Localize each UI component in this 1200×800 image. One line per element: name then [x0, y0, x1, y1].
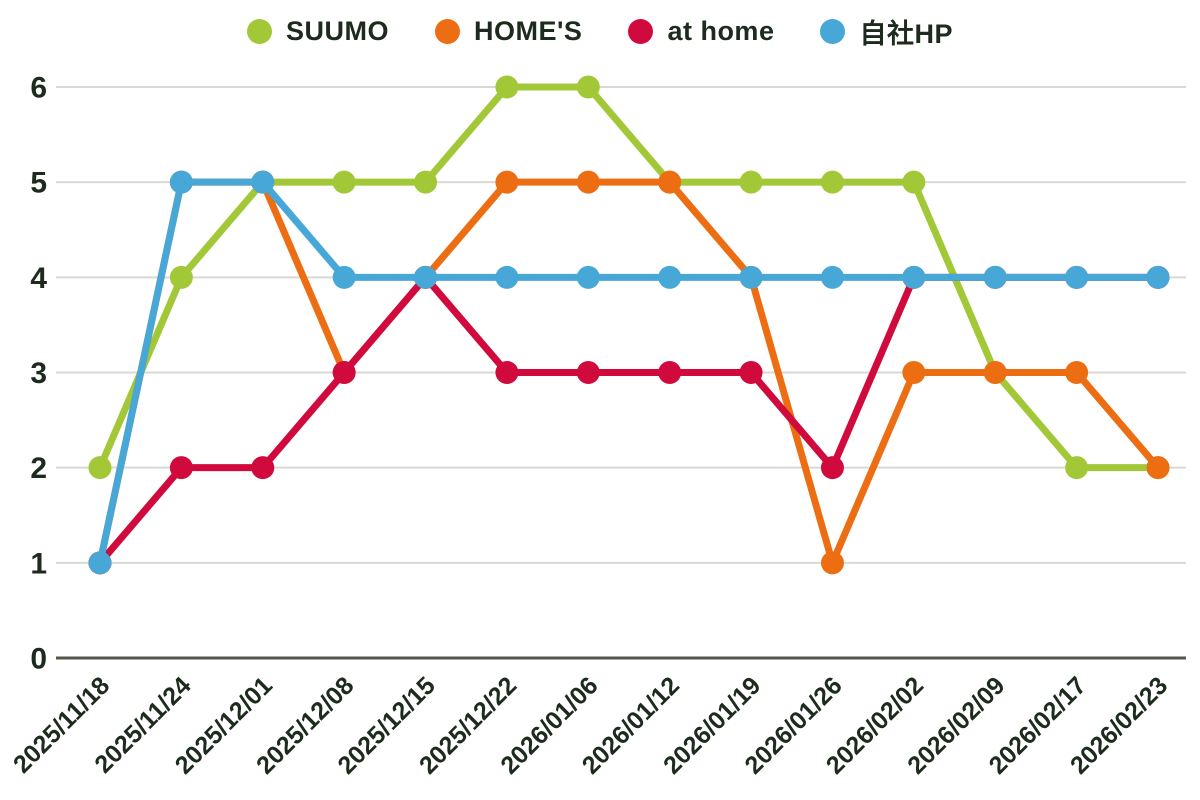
data-point — [88, 551, 112, 575]
legend-item-homes[interactable]: HOME'S — [435, 16, 582, 47]
legend-item-jisha-hp[interactable]: 自社HP — [820, 12, 953, 51]
data-point — [332, 170, 356, 194]
data-point — [902, 360, 926, 384]
data-point — [332, 360, 356, 384]
y-tick-label: 5 — [30, 167, 47, 200]
y-tick-label: 4 — [30, 262, 47, 295]
data-point — [820, 456, 844, 480]
data-point — [251, 456, 275, 480]
data-point — [902, 170, 926, 194]
legend-dot-at-home-icon — [628, 19, 654, 44]
chart-legend: SUUMO HOME'S at home 自社HP — [0, 12, 1200, 51]
data-point — [739, 265, 763, 289]
data-point — [1065, 265, 1089, 289]
legend-label-at-home: at home — [667, 16, 775, 46]
legend-item-at-home[interactable]: at home — [628, 16, 774, 47]
data-point — [576, 170, 600, 194]
data-point — [739, 360, 763, 384]
data-point — [88, 456, 112, 480]
data-point — [169, 456, 193, 480]
legend-dot-homes-icon — [435, 19, 460, 44]
data-point — [1146, 456, 1170, 480]
data-point — [658, 360, 682, 384]
data-point — [820, 551, 844, 575]
data-point — [414, 265, 438, 289]
data-point — [495, 360, 519, 384]
data-point — [495, 75, 519, 99]
y-tick-label: 3 — [30, 357, 47, 390]
y-tick-label: 0 — [30, 643, 47, 676]
data-point — [739, 170, 763, 194]
data-point — [495, 265, 519, 289]
data-point — [820, 265, 844, 289]
data-point — [983, 360, 1007, 384]
data-point — [820, 170, 844, 194]
y-tick-label: 1 — [30, 547, 47, 580]
series-line-自社HP — [96, 178, 1158, 564]
series-line-at home — [97, 271, 1158, 566]
data-point — [658, 170, 682, 194]
legend-item-suumo[interactable]: SUUMO — [247, 16, 389, 47]
y-tick-label: 6 — [30, 71, 47, 104]
data-point — [902, 265, 926, 289]
y-tick-label: 2 — [30, 452, 47, 485]
legend-label-homes: HOME'S — [474, 16, 583, 46]
data-point — [332, 265, 356, 289]
data-point — [1146, 265, 1170, 289]
data-point — [169, 265, 193, 289]
data-point — [495, 170, 519, 194]
series-line-HOME'S — [96, 178, 1161, 574]
data-point — [576, 360, 600, 384]
legend-label-jisha-hp: 自社HP — [859, 19, 953, 49]
data-point — [983, 265, 1007, 289]
data-point — [658, 265, 682, 289]
legend-label-suumo: SUUMO — [286, 16, 389, 46]
series-line-SUUMO — [96, 83, 1158, 472]
data-point — [576, 265, 600, 289]
data-point — [251, 170, 275, 194]
legend-dot-suumo-icon — [247, 19, 272, 44]
legend-dot-jisha-hp-icon — [820, 19, 846, 44]
data-point — [1065, 360, 1089, 384]
data-point — [576, 75, 600, 99]
data-point — [1065, 456, 1089, 480]
data-point — [169, 170, 193, 194]
data-point — [414, 170, 438, 194]
